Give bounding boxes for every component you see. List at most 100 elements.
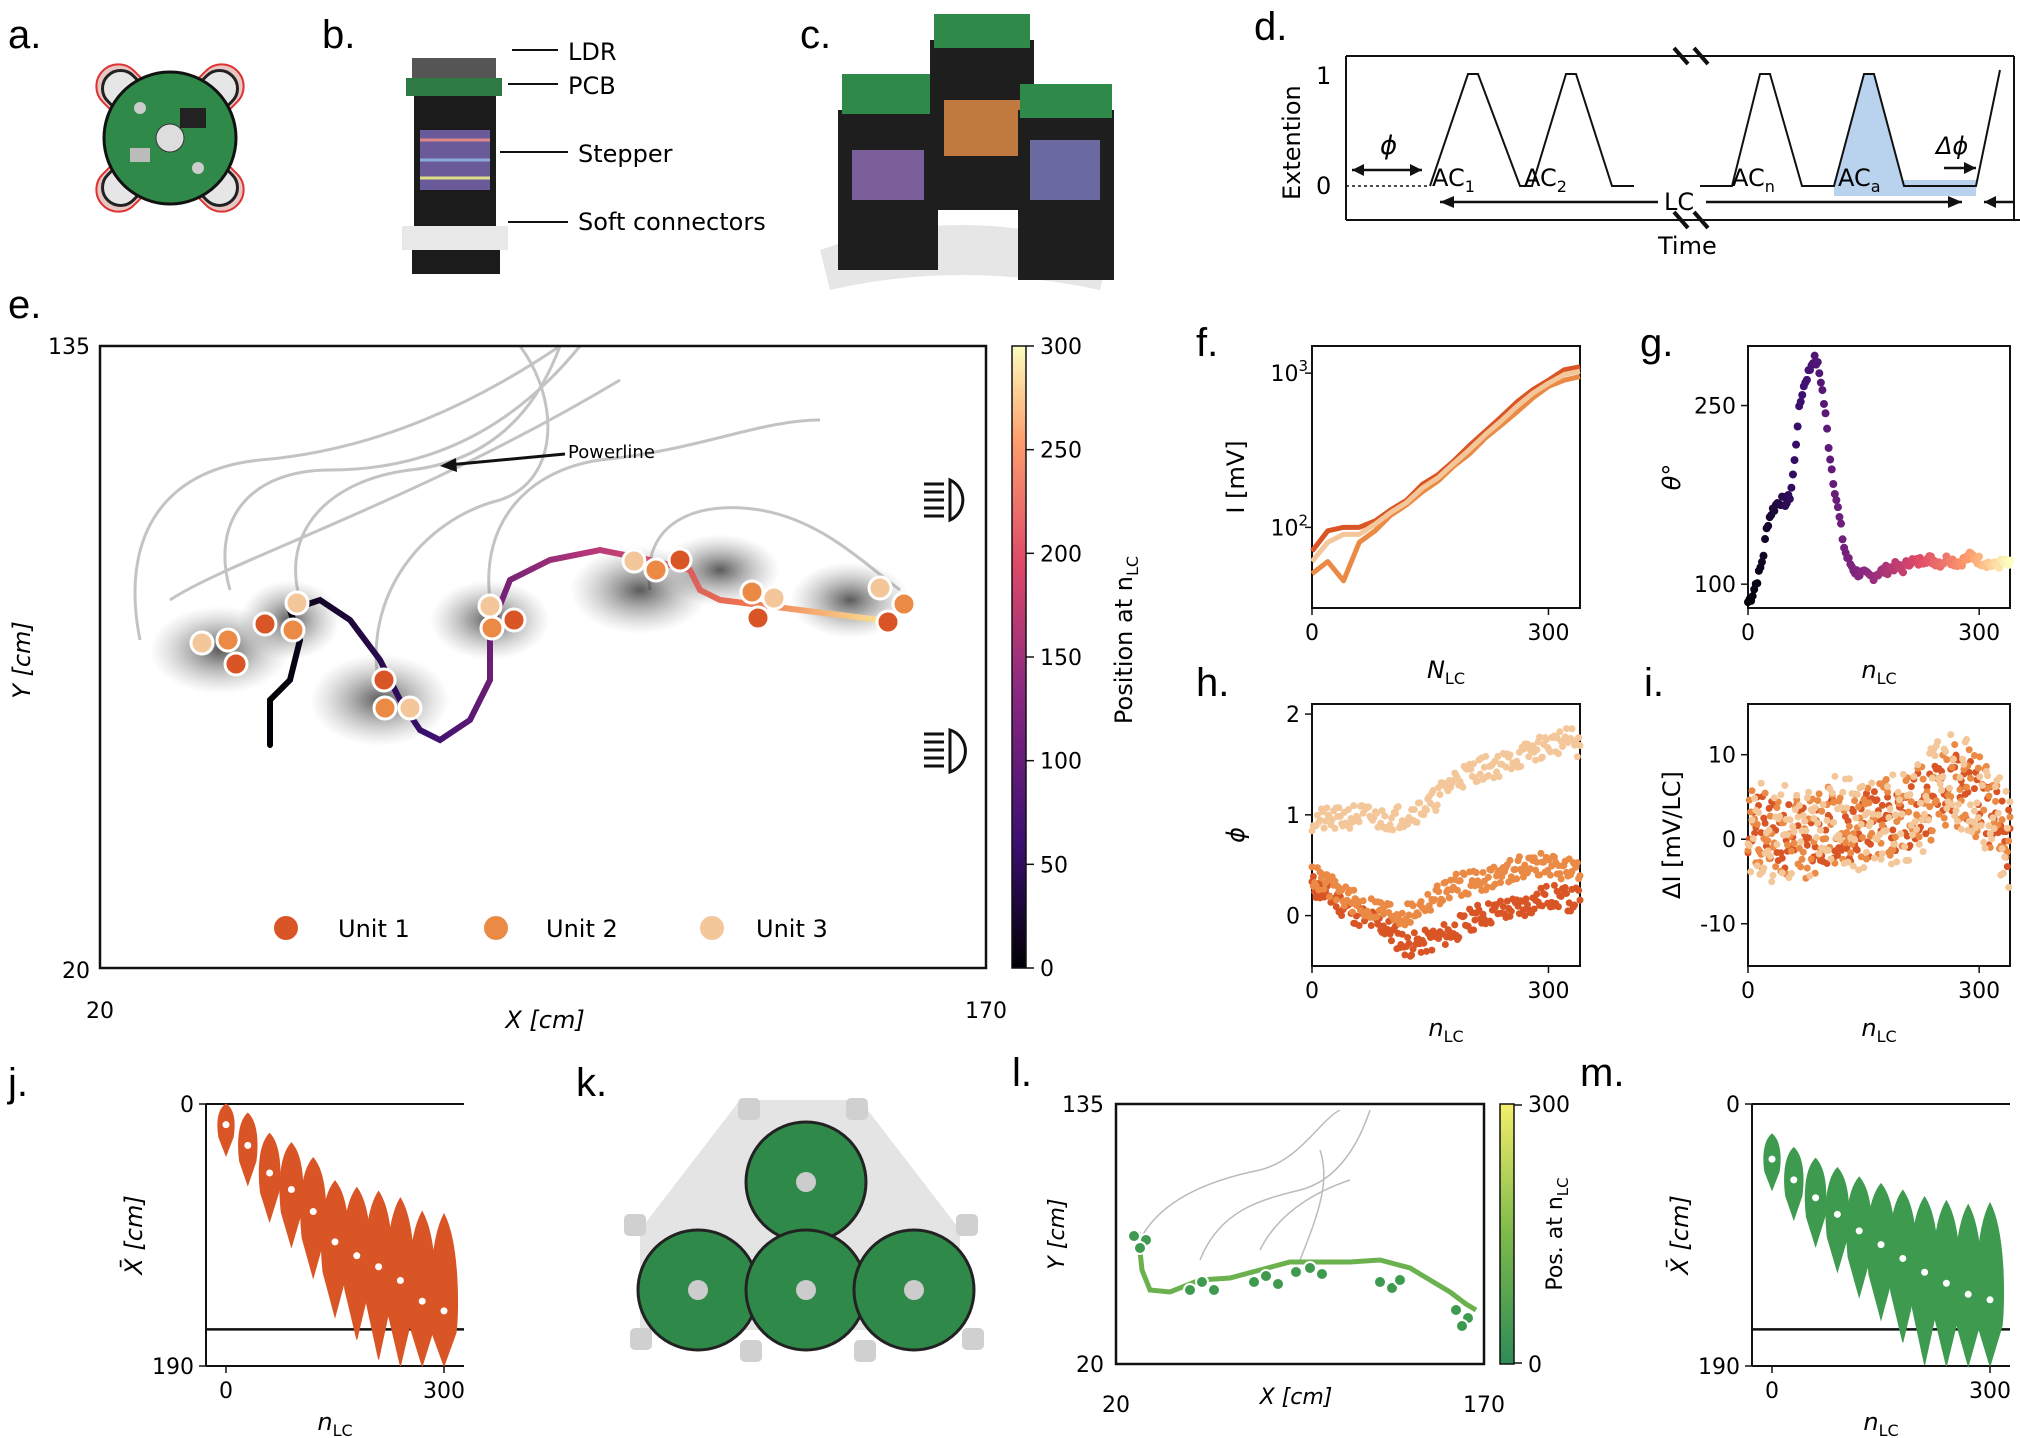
data-point bbox=[1893, 818, 1901, 826]
x-tick-label: 0 bbox=[1305, 621, 1319, 646]
data-point bbox=[1822, 835, 1830, 843]
data-point bbox=[1928, 774, 1936, 782]
y-tick-label: -10 bbox=[1700, 913, 1736, 938]
y-tick-label: 2 bbox=[1286, 703, 1300, 728]
data-point bbox=[1844, 817, 1852, 825]
data-point-series-1 bbox=[1440, 921, 1448, 929]
data-point bbox=[1830, 798, 1838, 806]
data-point bbox=[1943, 804, 1951, 812]
data-point-series-3 bbox=[1558, 742, 1566, 750]
data-point-series-1 bbox=[1563, 889, 1571, 897]
data-point-series-3 bbox=[1422, 806, 1430, 814]
three-robots-photo bbox=[820, 14, 1114, 290]
y-tick-label: 1 bbox=[1286, 804, 1300, 829]
data-point bbox=[1898, 810, 1906, 818]
series-line-2 bbox=[1310, 374, 1581, 584]
violin-median-10 bbox=[440, 1307, 448, 1315]
data-point bbox=[1999, 869, 2007, 877]
data-point-series-3 bbox=[1517, 762, 1525, 770]
data-point-series-2 bbox=[1435, 888, 1443, 896]
violin-9 bbox=[1954, 1203, 1983, 1368]
data-point bbox=[1924, 816, 1932, 824]
violin-10 bbox=[429, 1212, 459, 1368]
data-point bbox=[1886, 805, 1894, 813]
e-cbar-tick-label: 300 bbox=[1040, 335, 1082, 360]
trajectory-map-l bbox=[1114, 1102, 1486, 1366]
data-point-series-1 bbox=[1320, 893, 1328, 901]
x-tick-label: 300 bbox=[1969, 1379, 2011, 1404]
data-point bbox=[2005, 806, 2013, 814]
panel-label-e: e. bbox=[8, 283, 41, 327]
data-point bbox=[1884, 783, 1892, 791]
data-point bbox=[1963, 736, 1971, 744]
data-point bbox=[1821, 409, 1830, 418]
data-point bbox=[1794, 822, 1802, 830]
data-point bbox=[1988, 835, 1996, 843]
data-point bbox=[1837, 846, 1845, 854]
data-point bbox=[1970, 785, 1978, 793]
data-point bbox=[1798, 855, 1806, 863]
data-point bbox=[1803, 794, 1811, 802]
data-point bbox=[1790, 456, 1799, 465]
data-point bbox=[1927, 836, 1935, 844]
data-point-series-2 bbox=[1456, 877, 1464, 885]
data-point bbox=[1819, 399, 1828, 408]
l-ytick-20: 20 bbox=[1076, 1353, 1104, 1378]
data-point bbox=[1848, 790, 1856, 798]
data-point-series-3 bbox=[1533, 746, 1541, 754]
data-point-series-1 bbox=[1530, 905, 1538, 913]
x-tick-label: 300 bbox=[1527, 979, 1569, 1004]
data-point bbox=[1899, 770, 1907, 778]
plot-frame bbox=[1747, 703, 2011, 967]
data-point bbox=[1978, 781, 1986, 789]
light-source-upper-icon bbox=[924, 477, 965, 523]
data-point bbox=[1798, 391, 1807, 400]
data-point bbox=[1920, 810, 1928, 818]
chart-j: 0 300 0 190 nLC X̄ [cm] bbox=[119, 1093, 465, 1438]
violin-median-8 bbox=[396, 1277, 404, 1285]
data-point bbox=[1811, 869, 1819, 877]
data-point bbox=[1859, 782, 1867, 790]
data-point bbox=[1963, 783, 1971, 791]
l-xtick-20: 20 bbox=[1102, 1393, 1130, 1418]
data-point bbox=[1845, 822, 1853, 830]
data-point bbox=[1974, 552, 1983, 561]
data-point-series-2 bbox=[1409, 902, 1417, 910]
panel-d-text: Extention 1 0 ϕ Δϕ LC Time AC1 AC2 ACn A… bbox=[1278, 62, 1968, 260]
data-point-series-1 bbox=[1398, 930, 1406, 938]
data-point-series-2 bbox=[1491, 880, 1499, 888]
chart-f: 0 300 NLC I [mV] 103 102 bbox=[1222, 345, 1581, 688]
trajectory-map bbox=[98, 344, 988, 970]
data-point bbox=[1984, 784, 1992, 792]
data-point-series-1 bbox=[1542, 882, 1550, 890]
e-cbar-tick-label: 250 bbox=[1040, 439, 1082, 464]
data-point bbox=[1851, 836, 1859, 844]
data-point-series-1 bbox=[1355, 922, 1363, 930]
data-point-series-3 bbox=[1323, 804, 1331, 812]
data-point-series-2 bbox=[1537, 849, 1545, 857]
data-point bbox=[1961, 811, 1969, 819]
data-point bbox=[1932, 797, 1940, 805]
data-point bbox=[1857, 853, 1865, 861]
data-point bbox=[1764, 847, 1772, 855]
data-point bbox=[1830, 489, 1839, 498]
e-xlabel: X [cm] bbox=[503, 1006, 584, 1034]
data-point-series-2 bbox=[1340, 902, 1348, 910]
y-tick-label: 0 bbox=[180, 1093, 194, 1118]
y-tick-label: 10 bbox=[1708, 744, 1736, 769]
data-point-series-3 bbox=[1554, 750, 1562, 758]
data-point bbox=[1836, 836, 1844, 844]
data-point bbox=[2006, 798, 2014, 806]
data-point bbox=[1785, 494, 1794, 503]
data-point bbox=[1864, 809, 1872, 817]
data-point bbox=[1853, 790, 1861, 798]
data-point bbox=[1836, 794, 1844, 802]
data-point-series-1 bbox=[1522, 895, 1530, 903]
data-point bbox=[1831, 772, 1839, 780]
data-point bbox=[1755, 808, 1763, 816]
d-cycle-2: AC2 bbox=[1524, 164, 1567, 196]
data-point-series-1 bbox=[1575, 886, 1583, 894]
data-point bbox=[1757, 558, 1766, 567]
data-point bbox=[1761, 819, 1769, 827]
data-point-series-3 bbox=[1320, 824, 1328, 832]
